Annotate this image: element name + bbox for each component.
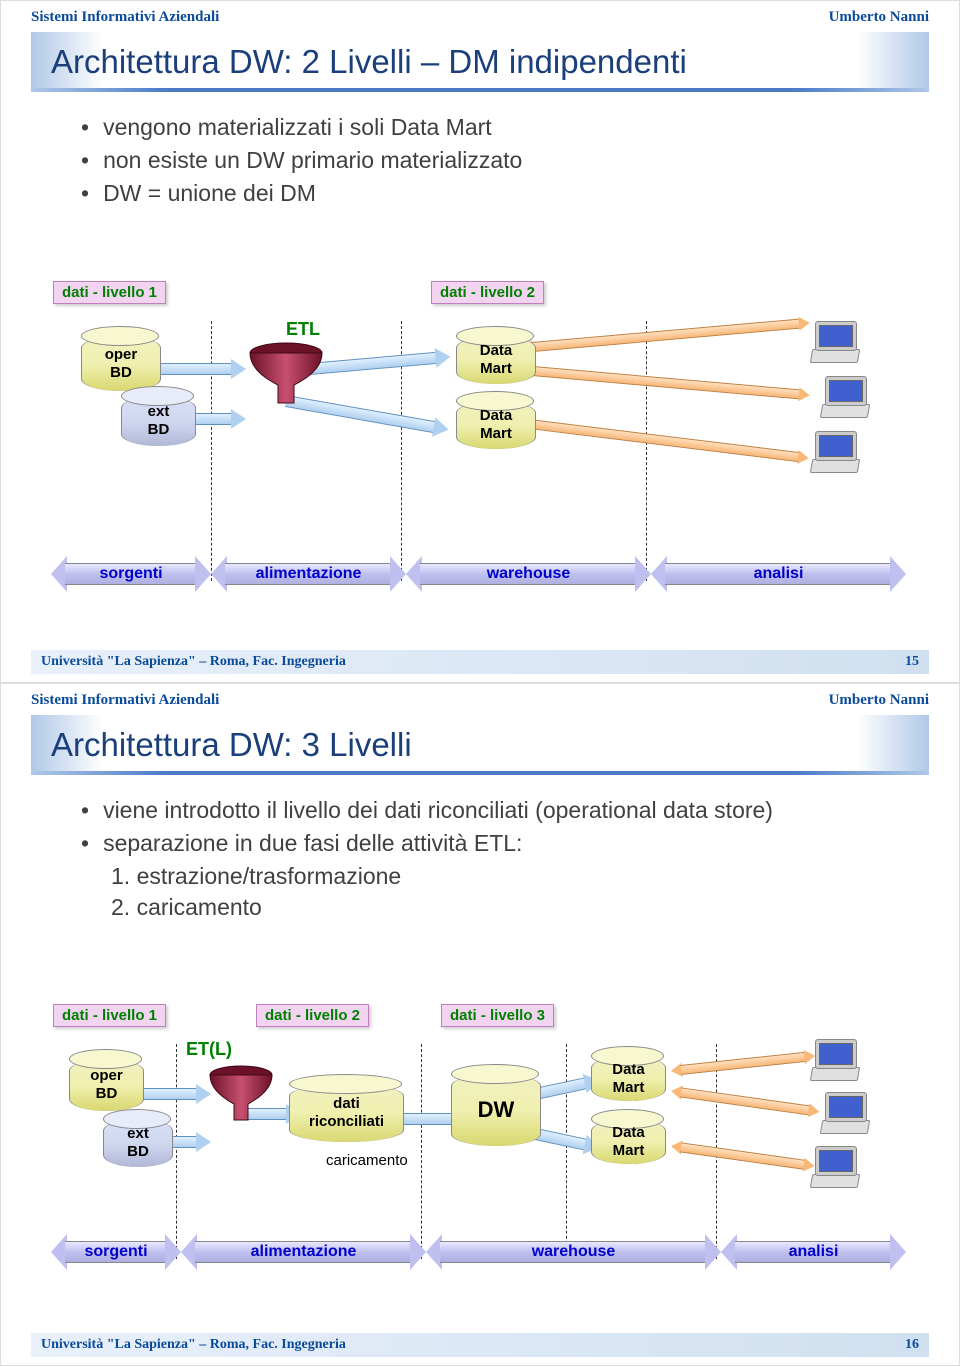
computer-icon	[811, 1039, 861, 1084]
db-riconciliati: datiriconciliati	[289, 1084, 404, 1142]
computer-icon	[821, 376, 871, 421]
numbered-2: 2. caricamento	[111, 894, 899, 921]
phase-warehouse: warehouse	[406, 556, 651, 592]
numbered-1: 1. estrazione/trasformazione	[111, 863, 899, 890]
slide-header: Sistemi Informativi Aziendali Umberto Na…	[1, 684, 959, 709]
level-label-2: dati - livello 2	[431, 281, 544, 304]
flow-arrow	[670, 1139, 816, 1173]
computer-icon	[811, 321, 861, 366]
flow-arrow	[520, 416, 810, 465]
page-number: 16	[905, 1337, 919, 1353]
author-name: Umberto Nanni	[829, 692, 929, 709]
slide-1: Sistemi Informativi Aziendali Umberto Na…	[0, 0, 960, 683]
db-ext: extBD	[121, 396, 196, 446]
phase-analisi: analisi	[651, 556, 906, 592]
db-datamart: DataMart	[456, 336, 536, 384]
slide-2: Sistemi Informativi Aziendali Umberto Na…	[0, 683, 960, 1366]
db-dw: DW	[451, 1074, 541, 1146]
university: Università "La Sapienza" – Roma, Fac. In…	[41, 1337, 346, 1353]
bullet-1: •vengono materializzati i soli Data Mart	[81, 114, 899, 141]
level-label-1: dati - livello 1	[53, 281, 166, 304]
slide-header: Sistemi Informativi Aziendali Umberto Na…	[1, 1, 959, 26]
slide-content: •vengono materializzati i soli Data Mart…	[1, 92, 959, 207]
level-label-3: dati - livello 3	[441, 1004, 554, 1027]
university: Università "La Sapienza" – Roma, Fac. In…	[41, 654, 346, 670]
divider	[421, 1044, 422, 1259]
slide-title: Architettura DW: 2 Livelli – DM indipend…	[51, 43, 687, 81]
phase-sorgenti: sorgenti	[51, 1234, 181, 1270]
flow-arrow	[146, 359, 246, 379]
diagram-area-1: dati - livello 1 dati - livello 2 operBD	[31, 281, 929, 642]
phase-alimentazione: alimentazione	[181, 1234, 426, 1270]
page-number: 15	[905, 654, 919, 670]
db-ext: extBD	[103, 1119, 173, 1167]
phase-analisi: analisi	[721, 1234, 906, 1270]
diagram-area-2: dati - livello 1 dati - livello 2 dati -…	[31, 1004, 929, 1325]
caricamento-label: caricamento	[326, 1152, 408, 1169]
phase-warehouse: warehouse	[426, 1234, 721, 1270]
level-label-1: dati - livello 1	[53, 1004, 166, 1027]
divider	[646, 321, 647, 581]
db-datamart: DataMart	[456, 401, 536, 449]
level-label-2: dati - livello 2	[256, 1004, 369, 1027]
flow-arrow	[670, 1084, 820, 1119]
db-oper: operBD	[81, 336, 161, 391]
flow-arrow	[670, 1049, 816, 1078]
flow-arrow	[520, 363, 810, 402]
computer-icon	[811, 1146, 861, 1191]
computer-icon	[811, 431, 861, 476]
title-bar: Architettura DW: 2 Livelli – DM indipend…	[31, 32, 929, 92]
phase-alimentazione: alimentazione	[211, 556, 406, 592]
course-name: Sistemi Informativi Aziendali	[31, 9, 219, 26]
computer-icon	[821, 1092, 871, 1137]
etl-label: ET(L)	[186, 1039, 232, 1060]
db-datamart: DataMart	[591, 1056, 666, 1101]
footer: Università "La Sapienza" – Roma, Fac. In…	[31, 650, 929, 674]
slide-title: Architettura DW: 3 Livelli	[51, 726, 412, 764]
flow-arrow	[520, 316, 810, 355]
bullet-2: •non esiste un DW primario materializzat…	[81, 147, 899, 174]
bullet-2: •separazione in due fasi delle attività …	[81, 830, 899, 857]
bullet-3: •DW = unione dei DM	[81, 180, 899, 207]
author-name: Umberto Nanni	[829, 9, 929, 26]
phase-sorgenti: sorgenti	[51, 556, 211, 592]
footer: Università "La Sapienza" – Roma, Fac. In…	[31, 1333, 929, 1357]
title-bar: Architettura DW: 3 Livelli	[31, 715, 929, 775]
funnel-icon	[206, 1064, 276, 1139]
slide-content: •viene introdotto il livello dei dati ri…	[1, 775, 959, 921]
db-datamart: DataMart	[591, 1119, 666, 1164]
etl-label: ETL	[286, 319, 320, 340]
course-name: Sistemi Informativi Aziendali	[31, 692, 219, 709]
bullet-1: •viene introdotto il livello dei dati ri…	[81, 797, 899, 824]
funnel-icon	[246, 341, 326, 421]
db-oper: operBD	[69, 1059, 144, 1111]
